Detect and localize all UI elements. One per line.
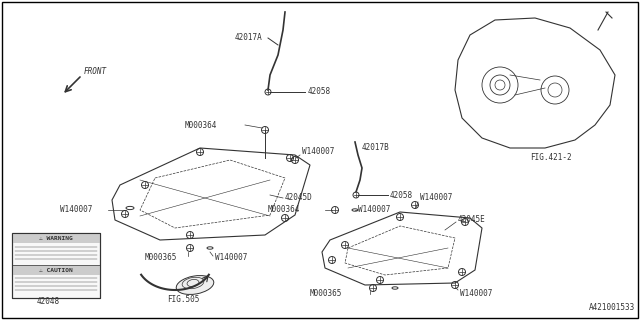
Bar	[12, 233, 100, 298]
Bar	[12, 233, 100, 265]
Bar	[12, 233, 100, 298]
Text: ⚠ CAUTION: ⚠ CAUTION	[39, 268, 73, 273]
Text: W140007: W140007	[358, 205, 390, 214]
Text: M000364: M000364	[268, 205, 300, 214]
Text: 42048: 42048	[36, 298, 60, 307]
Text: FIG.505: FIG.505	[167, 295, 199, 305]
Text: FIG.421-2: FIG.421-2	[530, 154, 572, 163]
Text: FRONT: FRONT	[84, 68, 107, 76]
Text: W140007: W140007	[60, 205, 92, 214]
Text: W140007: W140007	[420, 194, 452, 203]
Text: W140007: W140007	[302, 148, 334, 156]
Text: 42017A: 42017A	[235, 34, 263, 43]
Bar	[12, 233, 100, 243]
Text: M000365: M000365	[310, 290, 342, 299]
Bar	[12, 265, 100, 275]
Text: A421001533: A421001533	[589, 303, 635, 312]
Text: 42045D: 42045D	[285, 194, 313, 203]
Text: 42045E: 42045E	[458, 215, 486, 225]
Text: W140007: W140007	[460, 289, 492, 298]
Text: M000365: M000365	[145, 253, 177, 262]
Text: W140007: W140007	[215, 253, 248, 262]
Text: 42058: 42058	[308, 87, 331, 97]
Ellipse shape	[176, 276, 214, 294]
Text: 42058: 42058	[390, 190, 413, 199]
Text: M000364: M000364	[185, 121, 218, 130]
Text: ⚠ WARNING: ⚠ WARNING	[39, 236, 73, 241]
Text: 42017B: 42017B	[362, 143, 390, 153]
